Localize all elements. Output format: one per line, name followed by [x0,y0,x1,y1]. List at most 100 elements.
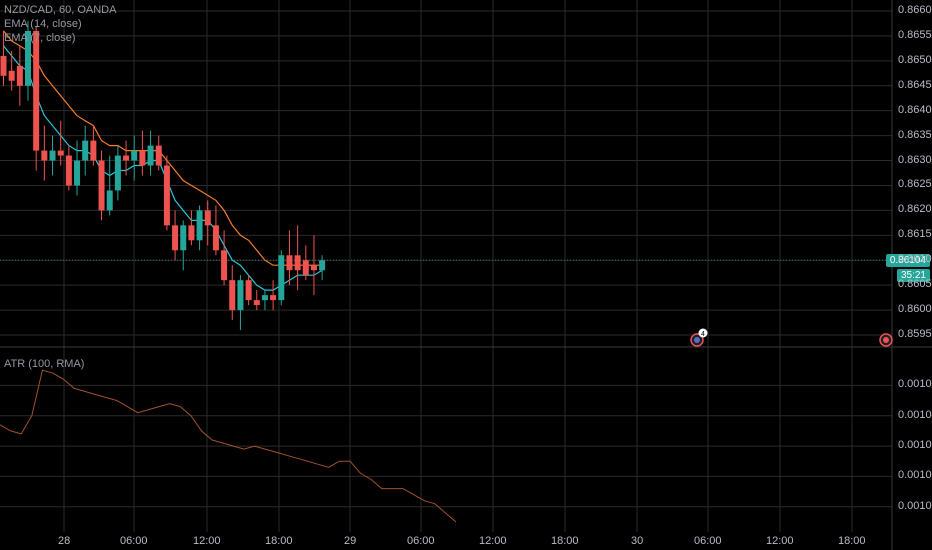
candle-body [172,225,179,251]
candle [57,120,64,166]
atr-tick-label: 0.00101 [898,499,932,512]
symbol-legend[interactable]: NZD/CAD, 60, OANDA [4,4,117,16]
candle [212,205,219,256]
time-tick-label: 18:00 [551,535,579,547]
candle [98,150,105,221]
candle [253,290,260,311]
candles [0,20,326,331]
candle [16,45,23,106]
last-price-badge: 0.86104 [885,254,930,267]
candle [319,255,326,281]
candle [294,225,301,291]
candle [131,135,138,181]
atr-legend[interactable]: ATR (100, RMA) [4,358,85,370]
candle [155,135,162,171]
ema7-line [3,45,323,291]
candle [90,125,97,166]
time-tick-label: 18:00 [265,535,293,547]
candle-body [25,30,32,86]
candle-body [294,255,301,271]
atr-tick-label: 0.00104 [898,408,932,421]
candle-body [41,150,48,161]
ema14-legend[interactable]: EMA (14, close) [4,18,82,30]
candle-body [98,160,105,211]
candle [65,145,72,191]
flag-icon [883,337,889,343]
candle-body [8,70,15,81]
candle [196,205,203,251]
candle-body [155,145,162,166]
time-tick-label: 12:00 [193,535,221,547]
candle [172,210,179,261]
candle-body [221,250,228,281]
candle [180,220,187,271]
candle-body [90,140,97,161]
time-tick-label: 06:00 [407,535,435,547]
candle-body [196,210,203,241]
candle [245,275,252,306]
candle-body [302,260,309,276]
candle [25,20,32,101]
candle-body [245,280,252,301]
candle [114,145,121,201]
candle [302,245,309,281]
candle-body [139,150,146,166]
atr-line [0,369,457,523]
candle [278,250,285,306]
time-tick-label: 28 [58,535,71,547]
candle [310,235,317,296]
candle-body [33,30,40,151]
candle-body [57,150,64,156]
candle [33,25,40,171]
candle-body [278,255,285,301]
candle-body [270,295,277,301]
candle-body [65,155,72,186]
candle [0,30,7,86]
atr-pane [0,369,457,523]
time-tick-label: 06:00 [694,535,722,547]
candle [229,265,236,321]
candle-body [123,155,130,161]
candle [123,140,130,176]
candle [49,135,56,176]
candle-body [131,150,138,161]
ema-lines [0,30,892,291]
candle-body [147,145,154,166]
candle-body [49,150,56,161]
candle-body [114,155,121,191]
candle-body [82,140,89,161]
candle-body [237,280,244,311]
candle [221,230,228,286]
event-count-badge [698,328,708,338]
candle-body [0,55,7,76]
time-tick-label: 29 [344,535,357,547]
ema7-legend[interactable]: EMA (7, close) [4,32,76,44]
nz-event-flag: 4 [690,328,708,347]
candle [188,210,195,246]
time-tick-label: 06:00 [120,535,148,547]
candle [41,125,48,181]
ema14-line [3,30,323,266]
candle [261,290,268,311]
atr-tick-label: 0.00103 [898,439,932,452]
candle [270,280,277,311]
candle [286,230,293,286]
candle-body [319,260,326,271]
event-count: 4 [701,331,705,338]
candle [106,155,113,216]
candle-body [16,65,23,86]
candle-body [212,225,219,251]
